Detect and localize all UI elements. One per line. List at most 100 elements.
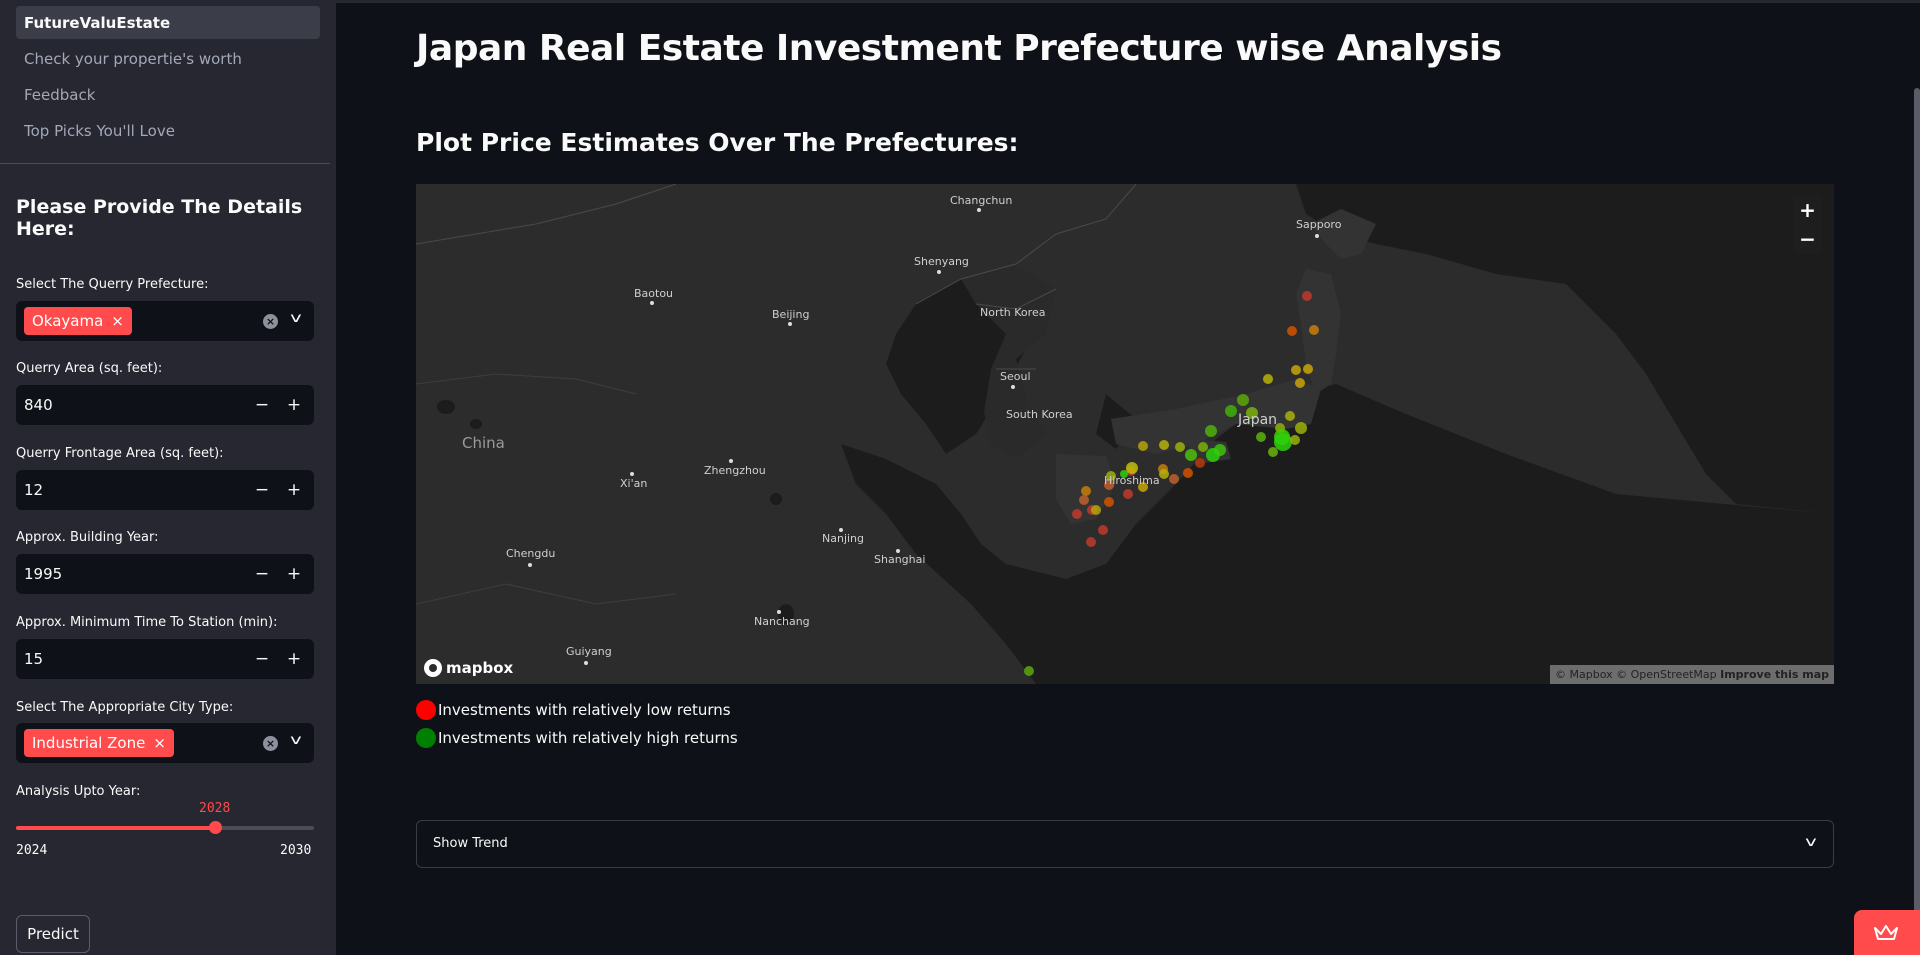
investment-point[interactable] [1120,470,1128,478]
map-label-guiyang: Guiyang [566,645,612,658]
investment-point[interactable] [1268,447,1278,457]
station-time-label: Approx. Minimum Time To Station (min): [16,615,278,630]
station-time-value[interactable]: 15 [24,650,44,668]
investment-point[interactable] [1123,489,1133,499]
sidebar-heading: Please Provide The Details Here: [16,196,303,240]
investment-point[interactable] [1159,440,1169,450]
investment-point[interactable] [1079,495,1089,505]
investment-point[interactable] [1138,441,1148,451]
nav-item-feedback[interactable]: Feedback [24,85,96,104]
zoom-controls: + − [1793,196,1822,254]
investment-point[interactable] [1256,432,1266,442]
investment-point[interactable] [1303,364,1313,374]
investment-point[interactable] [1175,442,1185,452]
investment-point[interactable] [1237,394,1249,406]
investment-point[interactable] [1195,458,1205,468]
investment-point[interactable] [1091,505,1101,515]
station-time-increment-button[interactable]: + [286,649,302,669]
investment-point[interactable] [1126,462,1138,474]
clear-icon[interactable]: × [263,736,278,751]
zoom-out-button[interactable]: − [1799,227,1816,251]
investment-point[interactable] [1169,474,1179,484]
map[interactable]: Changchun Sapporo Shenyang Baotou Beijin… [416,184,1834,684]
legend-high-returns: Investments with relatively high returns [416,728,738,748]
building-year-value[interactable]: 1995 [24,565,63,583]
chip-remove-icon[interactable]: × [153,734,166,752]
nav-item-top-picks[interactable]: Top Picks You'll Love [24,121,175,140]
nav-item-futurevaluestate[interactable]: FutureValuEstate [16,6,320,39]
show-trend-label: Show Trend [433,836,508,851]
prefecture-select[interactable]: Okayama × × v [16,301,314,341]
investment-point[interactable] [1086,537,1096,547]
area-input[interactable]: 840 − + [16,385,314,425]
frontage-decrement-button[interactable]: − [254,480,270,500]
investment-point[interactable] [1309,325,1319,335]
frontage-increment-button[interactable]: + [286,480,302,500]
sidebar-nav: FutureValuEstate Check your propertie's … [0,0,336,147]
zoom-in-button[interactable]: + [1799,198,1816,222]
investment-point[interactable] [1198,442,1208,452]
area-value[interactable]: 840 [24,396,53,414]
investment-point[interactable] [1285,411,1295,421]
building-year-increment-button[interactable]: + [286,564,302,584]
area-decrement-button[interactable]: − [254,395,270,415]
investment-point[interactable] [1138,482,1148,492]
crown-icon [1874,925,1898,940]
city-type-select[interactable]: Industrial Zone × × v [16,723,314,763]
show-trend-expander[interactable]: Show Trend v [416,820,1834,868]
map-label-hiroshima: Hiroshima [1104,474,1160,487]
nav-item-check-worth[interactable]: Check your propertie's worth [24,49,242,68]
investment-point[interactable] [1024,666,1034,676]
investment-point[interactable] [1183,468,1193,478]
prefecture-chip-label: Okayama [32,312,104,330]
investment-point[interactable] [1081,486,1091,496]
chip-remove-icon[interactable]: × [111,312,124,330]
building-year-decrement-button[interactable]: − [254,564,270,584]
investment-point[interactable] [1104,480,1114,490]
investment-point[interactable] [1263,374,1273,384]
streamlit-badge[interactable] [1854,910,1920,955]
investment-point[interactable] [1205,425,1217,437]
investment-point[interactable] [1206,448,1220,462]
investment-point[interactable] [1225,405,1237,417]
frontage-input[interactable]: 12 − + [16,470,314,510]
nav-divider [0,163,330,164]
chevron-down-icon[interactable]: v [290,733,302,748]
slider-thumb[interactable] [208,821,222,834]
investment-point[interactable] [1104,497,1114,507]
map-canvas [416,184,1834,684]
building-year-input[interactable]: 1995 − + [16,554,314,594]
investment-point[interactable] [1274,433,1292,451]
page-title: Japan Real Estate Investment Prefecture … [416,28,1502,69]
investment-point[interactable] [1302,291,1312,301]
chevron-down-icon[interactable]: v [290,311,302,326]
improve-map-link[interactable]: Improve this map [1720,668,1829,681]
clear-icon[interactable]: × [263,314,278,329]
predict-button[interactable]: Predict [16,915,90,953]
investment-point[interactable] [1185,449,1197,461]
scrollbar[interactable] [1914,88,1920,955]
investment-point[interactable] [1291,365,1301,375]
building-year-label: Approx. Building Year: [16,530,159,545]
investment-point[interactable] [1159,469,1169,479]
legend-green-dot [416,728,436,748]
map-label-changchun: Changchun [950,194,1013,207]
attribution-text[interactable]: © Mapbox © OpenStreetMap [1555,668,1717,681]
investment-point[interactable] [1246,407,1258,419]
area-increment-button[interactable]: + [286,395,302,415]
investment-point[interactable] [1290,435,1300,445]
investment-point[interactable] [1106,471,1116,481]
investment-point[interactable] [1295,378,1305,388]
map-label-xian: Xi'an [620,477,648,490]
analysis-year-slider[interactable]: 2028 [16,801,314,834]
station-time-input[interactable]: 15 − + [16,639,314,679]
investment-point[interactable] [1287,326,1297,336]
investment-point[interactable] [1098,525,1108,535]
station-time-decrement-button[interactable]: − [254,649,270,669]
investment-point[interactable] [1072,509,1082,519]
map-label-japan: Japan [1238,412,1278,428]
investment-points[interactable] [1024,291,1319,676]
frontage-value[interactable]: 12 [24,481,44,499]
mapbox-logo[interactable]: mapbox [424,659,513,677]
investment-point[interactable] [1295,422,1307,434]
